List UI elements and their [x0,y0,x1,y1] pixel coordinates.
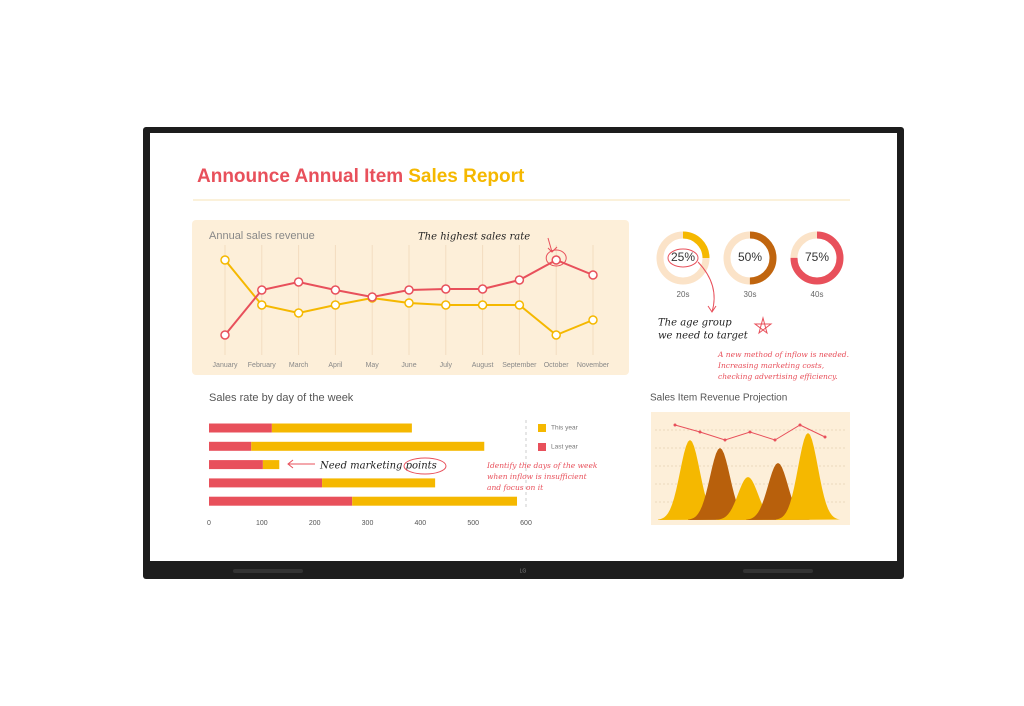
point [257,285,267,295]
x-tick-label: 100 [256,520,268,527]
point [404,285,414,295]
x-tick-label: 300 [362,520,374,527]
annotation: The highest sales rate [418,232,530,243]
category-label: 20s [677,290,690,299]
legend-swatch [538,443,546,451]
bar [262,460,280,470]
point [748,430,752,434]
value-label: 50% [738,250,762,264]
legend-label: Last year [551,444,579,451]
point [257,300,267,310]
point [514,300,525,310]
arrow [547,237,558,253]
report-title: Announce Annual Item Sales Report [197,166,525,187]
x-tick-label: September [502,362,537,369]
chart-title: Sales Item Revenue Projection [650,393,787,404]
point [798,423,802,427]
donut-arc [723,231,777,285]
legend-label: This year [551,425,579,432]
x-tick-label: August [472,362,494,369]
point [441,300,451,310]
point [220,330,230,340]
point [330,300,341,310]
x-tick-label: 500 [467,520,479,527]
bar [271,423,412,433]
speaker [743,569,813,573]
point [673,423,677,427]
speaker [233,569,303,573]
annotation: we need to target [658,331,749,342]
point [477,300,488,310]
chart-title: Annual sales revenue [209,230,315,242]
x-tick-label: November [577,362,610,369]
x-tick-label: March [289,362,309,369]
area-peak [776,433,840,520]
logo: LG [520,568,527,574]
circle-mark [545,249,567,267]
point [293,308,304,318]
x-tick-label: 400 [414,520,426,527]
x-tick-label: June [401,362,416,369]
circle-mark [667,248,699,268]
point [551,255,561,265]
legend-swatch [538,424,546,432]
bar [209,460,263,470]
point [588,315,598,325]
title-part: Announce Annual Item [197,166,403,187]
point [367,292,377,302]
note: and focus on it [487,483,544,492]
donut-arc [656,231,710,285]
point [404,298,414,308]
panel [192,220,629,375]
x-tick-label: February [248,362,277,369]
title-part: Sales Report [408,166,525,187]
x-tick-label: July [440,362,453,369]
donut-arc [790,231,844,285]
annotation: The age group [658,318,732,329]
point [823,435,827,439]
point [220,255,230,265]
x-tick-label: January [213,362,238,369]
arrow [287,459,315,469]
point [293,277,304,287]
category-label: 40s [811,290,824,299]
point [773,438,777,442]
point [514,275,525,285]
circle-mark [403,457,447,475]
x-tick-label: May [366,362,380,369]
point [698,430,702,434]
star [753,316,773,335]
category-label: 30s [744,290,757,299]
x-tick-label: 0 [207,520,211,527]
x-tick-label: April [328,362,342,369]
note: Identify the days of the week [486,461,598,470]
bar [251,441,485,451]
bar [209,496,353,506]
point [477,284,488,294]
point [330,285,341,295]
chart-title: Sales rate by day of the week [209,392,354,404]
note: A new method of inflow is needed. [717,350,849,359]
point [588,270,598,280]
note: when inflow is insufficient [487,472,588,481]
note: Increasing marketing costs, [717,361,824,370]
value-label: 25% [671,250,695,264]
bar [352,496,518,506]
bar [209,441,252,451]
bar [209,423,272,433]
point [723,438,727,442]
value-label: 75% [805,250,829,264]
arrow [697,261,717,313]
x-tick-label: October [544,362,570,369]
x-tick-label: 600 [520,520,532,527]
bar [209,478,323,488]
note: checking advertising efficiency. [718,372,838,381]
point [551,330,561,340]
point [441,284,451,294]
x-tick-label: 200 [309,520,321,527]
bar [322,478,436,488]
annotation: Need marketing points [319,461,437,472]
